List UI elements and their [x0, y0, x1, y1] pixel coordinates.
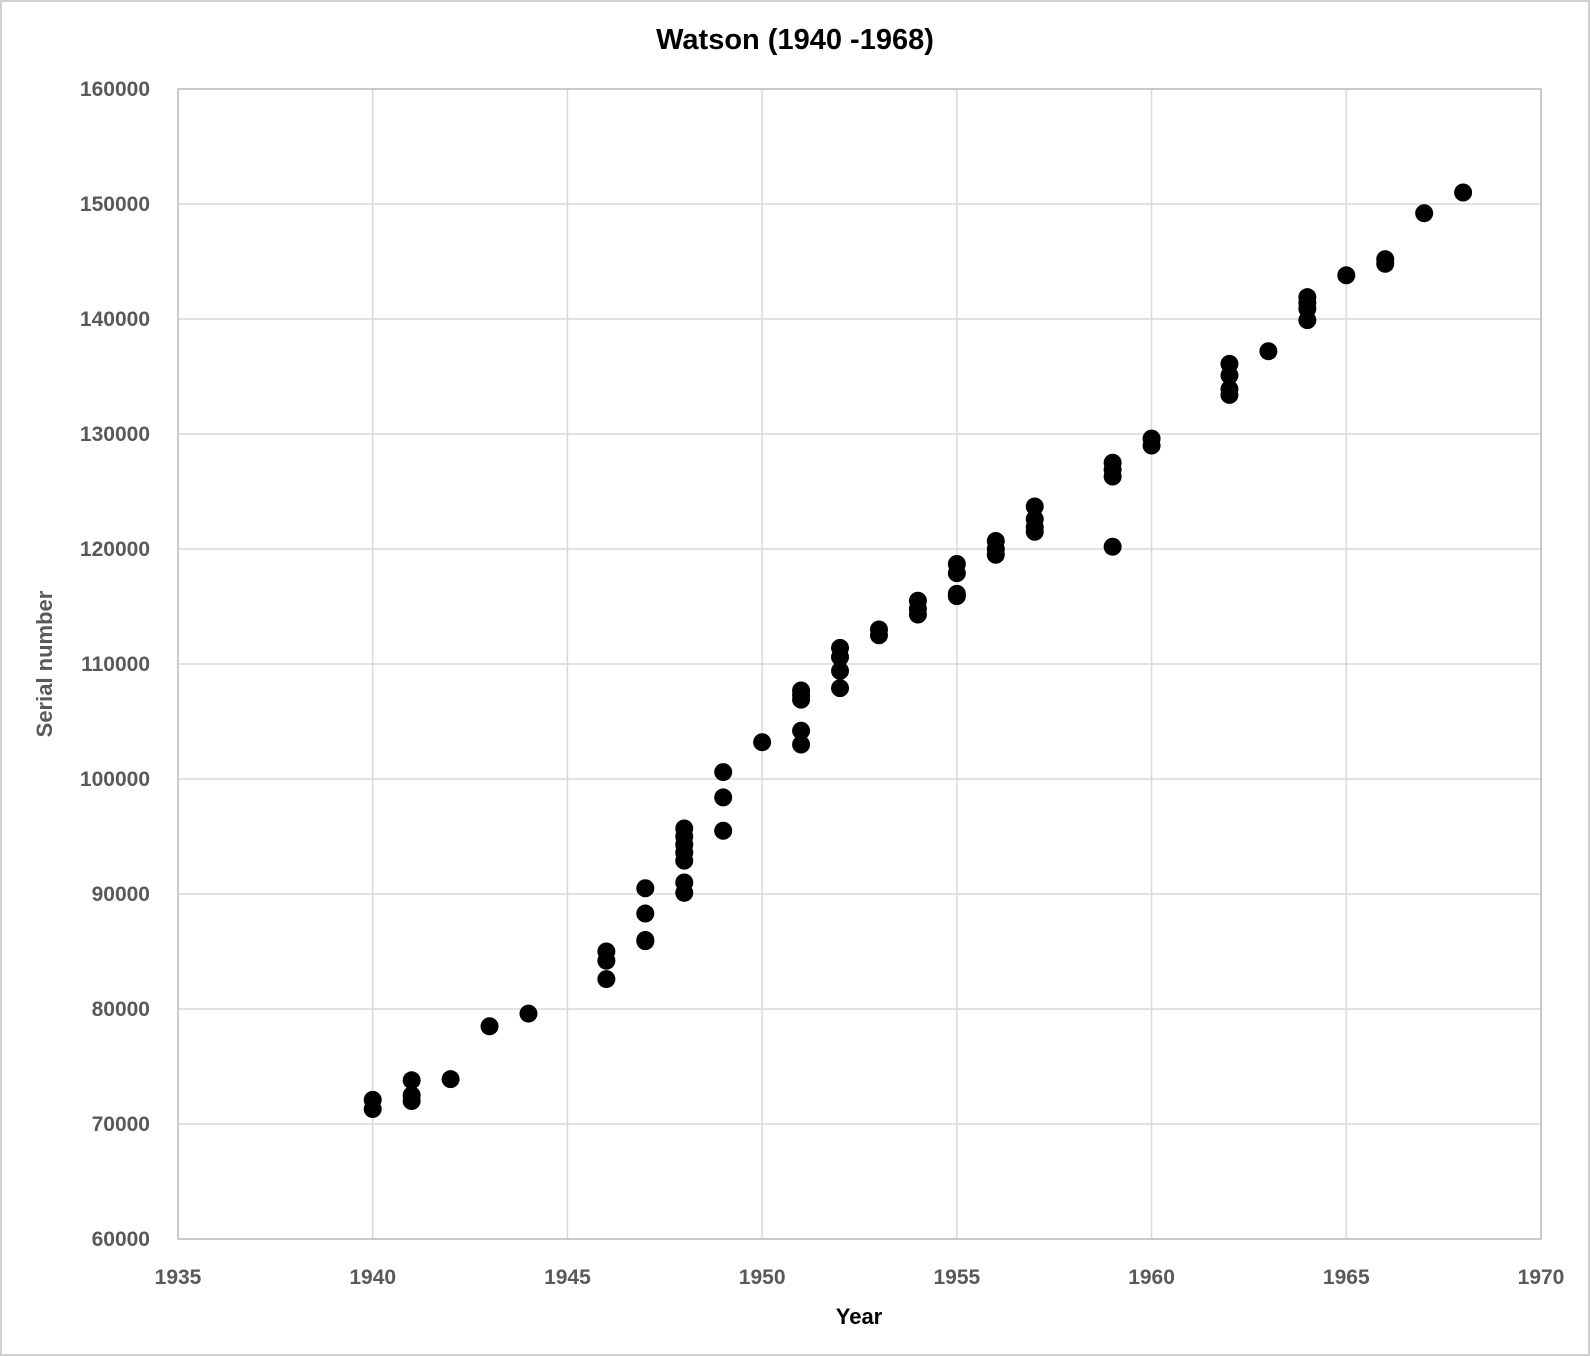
- data-point: [1103, 467, 1122, 486]
- x-axis-label: Year: [836, 1304, 883, 1329]
- x-tick-label: 1960: [1128, 1266, 1175, 1289]
- x-tick-label: 1940: [349, 1266, 396, 1289]
- y-axis-label: Serial number: [32, 590, 57, 737]
- data-point: [908, 605, 927, 624]
- data-point: [1025, 522, 1044, 541]
- data-point: [675, 851, 694, 870]
- data-point: [792, 735, 811, 754]
- data-point: [1025, 497, 1044, 516]
- data-point: [947, 564, 966, 583]
- data-point: [402, 1092, 421, 1110]
- data-point: [1454, 183, 1473, 202]
- tick-labels: 1935 1940 1945 1950 1955 1960 1965 1970 60000 700…: [80, 78, 1564, 1289]
- data-point: [519, 1004, 538, 1023]
- data-point: [831, 661, 850, 680]
- y-tick-label: 110000: [81, 653, 150, 676]
- x-tick-label: 1950: [739, 1266, 786, 1289]
- data-point: [636, 932, 655, 951]
- data-point: [480, 1017, 499, 1036]
- data-point: [1220, 385, 1239, 404]
- y-tick-label: 100000: [80, 768, 150, 791]
- data-point: [1220, 366, 1239, 385]
- x-tick-label: 1935: [155, 1266, 202, 1289]
- y-tick-label: 160000: [80, 78, 150, 101]
- data-point: [986, 545, 1005, 564]
- data-point: [402, 1071, 421, 1090]
- x-tick-label: 1965: [1323, 1266, 1370, 1289]
- y-tick-label: 130000: [80, 423, 150, 446]
- data-point: [869, 626, 888, 645]
- gridlines: [177, 88, 1542, 1240]
- data-point: [597, 970, 616, 989]
- data-point: [831, 679, 850, 698]
- data-point: [1415, 204, 1434, 223]
- x-tick-label: 1970: [1518, 1266, 1565, 1289]
- data-point: [441, 1070, 460, 1089]
- data-point: [1337, 266, 1356, 285]
- x-tick-label: 1945: [544, 1266, 591, 1289]
- data-point: [714, 763, 733, 782]
- data-point: [714, 821, 733, 840]
- y-tick-label: 90000: [92, 883, 150, 906]
- x-tick-label: 1955: [933, 1266, 980, 1289]
- data-point: [636, 879, 655, 898]
- y-tick-label: 70000: [92, 1113, 150, 1136]
- data-point: [753, 733, 772, 752]
- data-point: [636, 904, 655, 923]
- y-tick-label: 120000: [80, 538, 150, 561]
- data-point: [792, 721, 811, 740]
- y-tick-label: 150000: [80, 193, 150, 216]
- data-point: [675, 883, 694, 902]
- data-point: [363, 1100, 382, 1119]
- data-point: [1298, 311, 1317, 330]
- data-point: [714, 788, 733, 807]
- data-point: [1259, 342, 1278, 361]
- data-point: [831, 648, 850, 667]
- data-point: [1376, 254, 1395, 273]
- data-point: [792, 690, 811, 709]
- chart-title: Watson (1940 -1968): [656, 24, 934, 56]
- data-point: [597, 951, 616, 970]
- data-point: [1142, 436, 1161, 455]
- data-points: [363, 183, 1473, 1119]
- data-point: [1103, 537, 1122, 556]
- plot-area: [177, 88, 1542, 1240]
- y-tick-label: 140000: [80, 308, 150, 331]
- data-point: [947, 587, 966, 606]
- y-tick-label: 80000: [92, 998, 150, 1021]
- y-tick-label: 60000: [92, 1228, 150, 1251]
